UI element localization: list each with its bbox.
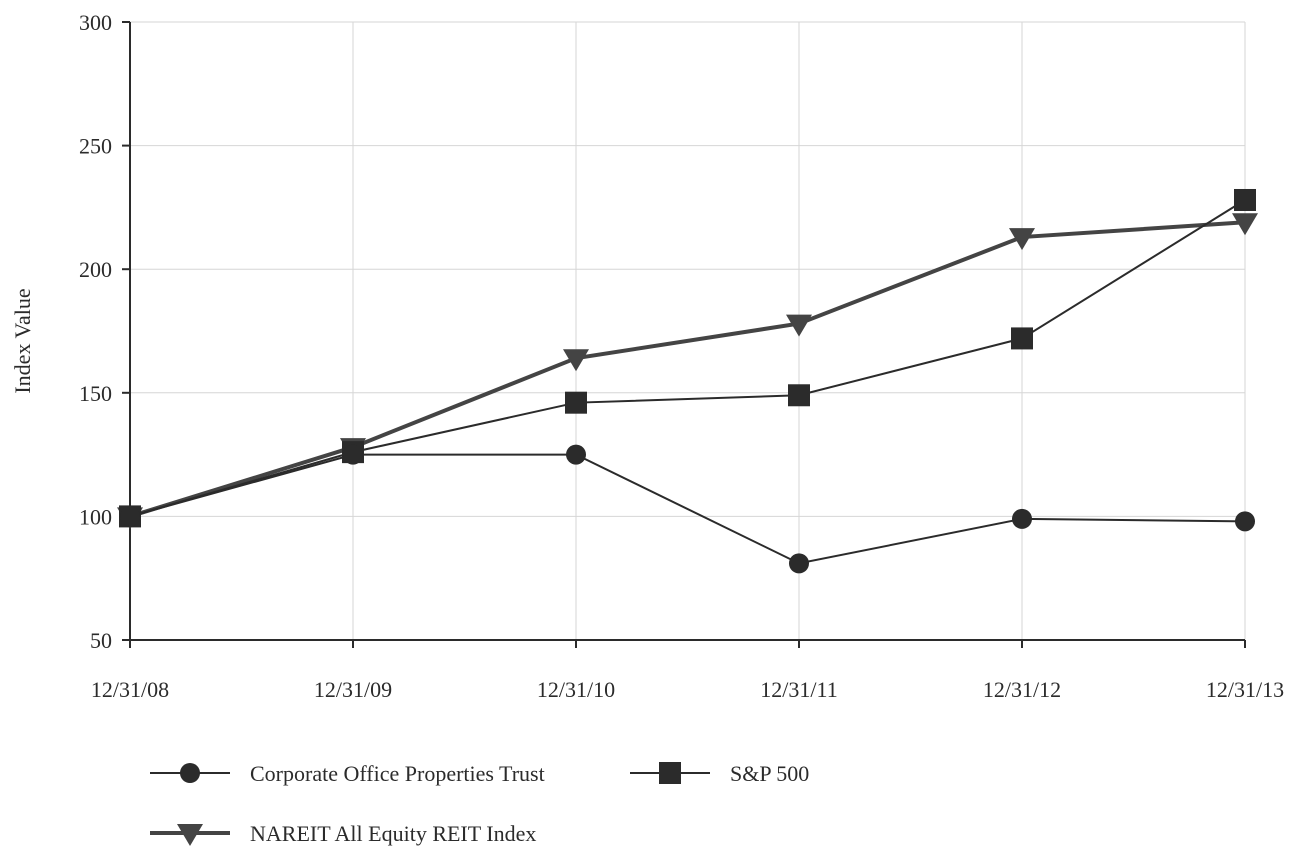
series-square bbox=[119, 188, 1256, 528]
data-point bbox=[1011, 327, 1033, 350]
series-line bbox=[129, 453, 1246, 565]
y-tick-label: 100 bbox=[79, 504, 112, 529]
data-point bbox=[565, 391, 587, 414]
x-tick-label: 12/31/13 bbox=[1206, 677, 1284, 702]
legend-label: NAREIT All Equity REIT Index bbox=[250, 821, 536, 846]
legend-marker bbox=[659, 762, 681, 784]
y-tick-labels: 50 100 150 200 250 300 bbox=[79, 10, 112, 653]
x-tick-label: 12/31/10 bbox=[537, 677, 615, 702]
series-line bbox=[129, 199, 1246, 518]
legend-label: S&P 500 bbox=[730, 761, 809, 786]
legend-item: NAREIT All Equity REIT Index bbox=[150, 821, 536, 846]
series-line bbox=[129, 220, 1246, 519]
axes bbox=[122, 21, 1246, 648]
data-point bbox=[566, 444, 586, 465]
data-point bbox=[563, 349, 589, 372]
series-triangle-down bbox=[117, 213, 1258, 530]
y-tick-label: 200 bbox=[79, 257, 112, 282]
data-point bbox=[1012, 508, 1032, 529]
legend-item: S&P 500 bbox=[630, 761, 809, 786]
legend-label: Corporate Office Properties Trust bbox=[250, 761, 545, 786]
y-tick-label: 300 bbox=[79, 10, 112, 35]
legend-marker bbox=[177, 824, 203, 846]
x-tick-label: 12/31/08 bbox=[91, 677, 169, 702]
y-tick-label: 150 bbox=[79, 381, 112, 406]
x-tick-label: 12/31/09 bbox=[314, 677, 392, 702]
data-point bbox=[120, 506, 140, 527]
x-tick-labels: 12/31/08 12/31/09 12/31/10 12/31/11 12/31/12… bbox=[91, 677, 1284, 702]
x-tick-label: 12/31/11 bbox=[760, 677, 837, 702]
series-group bbox=[117, 188, 1258, 574]
data-point bbox=[786, 314, 812, 337]
legend: Corporate Office Properties Trust S&P 500… bbox=[150, 761, 809, 846]
y-tick-label: 250 bbox=[79, 134, 112, 159]
legend-marker bbox=[180, 763, 200, 783]
data-point bbox=[789, 553, 809, 574]
data-point bbox=[1009, 228, 1035, 251]
data-point bbox=[343, 444, 363, 465]
legend-item: Corporate Office Properties Trust bbox=[150, 761, 545, 786]
gridlines bbox=[130, 21, 1246, 640]
data-point bbox=[1234, 188, 1256, 211]
x-tick-label: 12/31/12 bbox=[983, 677, 1061, 702]
data-point bbox=[1232, 213, 1258, 236]
data-point bbox=[1235, 511, 1255, 532]
y-axis-title: Index Value bbox=[10, 288, 35, 393]
series-circle bbox=[120, 444, 1255, 574]
data-point bbox=[788, 384, 810, 407]
y-tick-label: 50 bbox=[90, 628, 112, 653]
